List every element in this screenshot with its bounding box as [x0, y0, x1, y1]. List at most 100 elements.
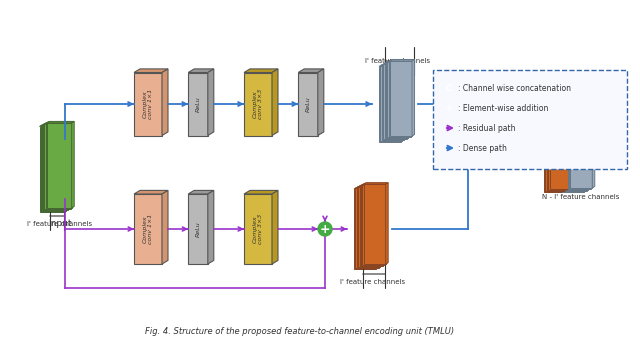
Polygon shape	[70, 122, 73, 208]
Polygon shape	[188, 190, 214, 194]
Polygon shape	[134, 194, 162, 264]
Polygon shape	[379, 186, 381, 268]
Polygon shape	[588, 106, 591, 190]
Polygon shape	[566, 108, 588, 190]
Polygon shape	[356, 186, 381, 187]
Polygon shape	[72, 121, 74, 208]
Polygon shape	[379, 66, 401, 141]
Text: I' feature channels: I' feature channels	[340, 279, 406, 285]
Polygon shape	[361, 185, 383, 266]
Polygon shape	[591, 105, 593, 189]
Polygon shape	[568, 108, 570, 191]
Polygon shape	[364, 184, 386, 264]
Polygon shape	[568, 106, 592, 107]
Polygon shape	[390, 61, 412, 136]
Polygon shape	[318, 69, 324, 136]
Polygon shape	[563, 109, 586, 191]
Polygon shape	[208, 190, 214, 264]
Polygon shape	[563, 108, 588, 109]
Text: I' feature channels: I' feature channels	[365, 58, 431, 64]
Polygon shape	[244, 73, 272, 136]
Polygon shape	[41, 126, 66, 211]
Polygon shape	[550, 106, 574, 107]
Polygon shape	[188, 69, 214, 73]
Polygon shape	[411, 60, 413, 137]
Polygon shape	[545, 108, 570, 109]
Circle shape	[443, 82, 455, 94]
Polygon shape	[584, 108, 586, 192]
Text: N - I' feature channels: N - I' feature channels	[542, 194, 620, 200]
Polygon shape	[592, 104, 595, 188]
Polygon shape	[41, 125, 68, 126]
Polygon shape	[42, 124, 69, 125]
Polygon shape	[162, 190, 168, 264]
Polygon shape	[361, 184, 385, 185]
Polygon shape	[67, 124, 69, 210]
Polygon shape	[354, 187, 378, 189]
Polygon shape	[410, 61, 412, 137]
Polygon shape	[44, 124, 69, 209]
Text: ReLu: ReLu	[195, 221, 200, 237]
Polygon shape	[544, 110, 566, 192]
Polygon shape	[570, 106, 592, 188]
Polygon shape	[381, 64, 406, 65]
Polygon shape	[562, 110, 584, 192]
Polygon shape	[358, 185, 383, 187]
Polygon shape	[376, 187, 378, 269]
Polygon shape	[568, 107, 589, 189]
Polygon shape	[548, 108, 570, 190]
Polygon shape	[272, 190, 278, 264]
Polygon shape	[355, 187, 380, 188]
Polygon shape	[162, 69, 168, 136]
Polygon shape	[134, 73, 162, 136]
Polygon shape	[570, 106, 573, 190]
Polygon shape	[570, 104, 595, 106]
Text: Fig. 4. Structure of the proposed feature-to-channel encoding unit (TMLU): Fig. 4. Structure of the proposed featur…	[145, 327, 454, 336]
Polygon shape	[386, 63, 408, 138]
Polygon shape	[547, 107, 572, 109]
Polygon shape	[564, 109, 587, 191]
Text: Complex
conv 3×3: Complex conv 3×3	[253, 89, 264, 119]
Circle shape	[460, 143, 476, 159]
Polygon shape	[355, 188, 378, 268]
Polygon shape	[401, 65, 403, 141]
Polygon shape	[43, 123, 70, 125]
Polygon shape	[380, 64, 405, 66]
Polygon shape	[380, 185, 383, 267]
Polygon shape	[379, 65, 403, 66]
Polygon shape	[360, 186, 381, 266]
Polygon shape	[564, 107, 589, 109]
Polygon shape	[378, 187, 380, 268]
Polygon shape	[569, 107, 591, 189]
Polygon shape	[412, 60, 415, 136]
Polygon shape	[356, 187, 379, 268]
Polygon shape	[569, 105, 593, 107]
Text: I' feature channels: I' feature channels	[28, 221, 93, 227]
Polygon shape	[545, 109, 568, 191]
Polygon shape	[386, 183, 388, 264]
Polygon shape	[358, 187, 380, 267]
Polygon shape	[362, 183, 387, 185]
Polygon shape	[298, 69, 324, 73]
Polygon shape	[354, 189, 376, 269]
Text: C: C	[445, 84, 452, 93]
Polygon shape	[385, 64, 406, 139]
Polygon shape	[548, 106, 573, 108]
Polygon shape	[586, 108, 588, 191]
Text: ReLu: ReLu	[305, 96, 310, 112]
Polygon shape	[208, 69, 214, 136]
Text: +: +	[445, 104, 453, 112]
Polygon shape	[40, 127, 65, 212]
Polygon shape	[403, 64, 405, 141]
Polygon shape	[44, 122, 72, 124]
Polygon shape	[388, 60, 413, 62]
Polygon shape	[188, 73, 208, 136]
Polygon shape	[45, 122, 73, 123]
Polygon shape	[65, 125, 67, 212]
Polygon shape	[587, 107, 589, 191]
Polygon shape	[589, 106, 592, 189]
Polygon shape	[384, 183, 387, 265]
Polygon shape	[47, 123, 72, 208]
Polygon shape	[404, 64, 406, 140]
Polygon shape	[405, 63, 408, 139]
